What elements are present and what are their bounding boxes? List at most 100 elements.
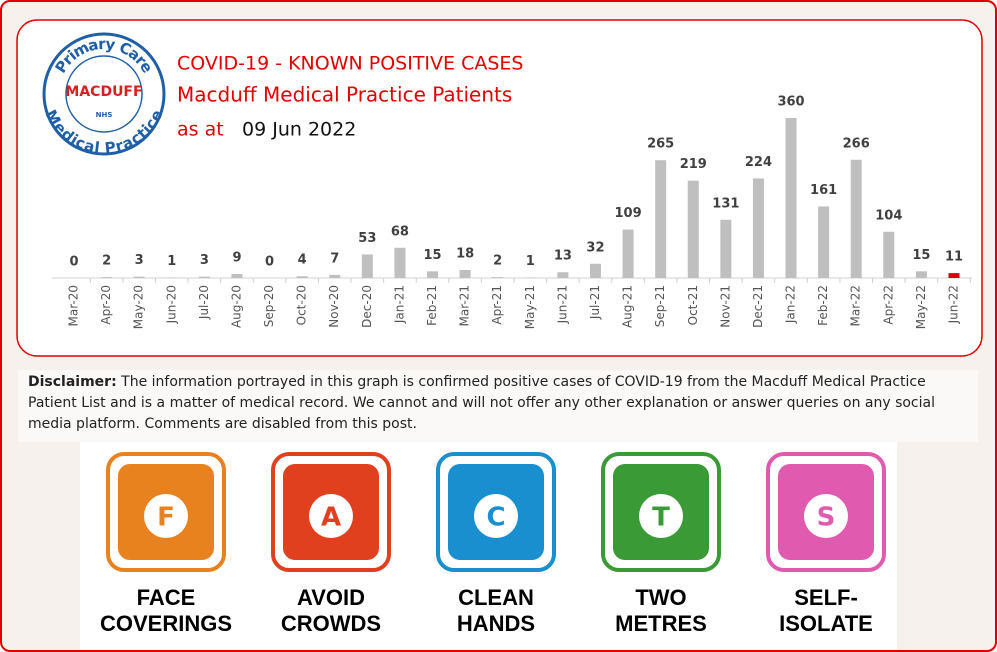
x-tick-label: Apr-22 [881,285,895,325]
date-prefix: as at [177,119,224,141]
bar [720,219,732,278]
x-tick-label: Mar-21 [458,285,472,326]
value-label: 2 [102,254,111,269]
value-label: 161 [810,183,837,198]
value-label: 15 [423,248,441,263]
bar [133,276,145,278]
icon-label: AVOID [297,585,365,610]
value-label: 15 [912,248,930,263]
bar [883,231,895,278]
value-label: 4 [298,253,307,268]
bar [231,274,243,278]
value-label: 0 [265,255,274,270]
icon-badge [309,494,353,538]
bar [655,160,667,278]
logo-inner [65,55,143,133]
bar [394,247,406,278]
bar [915,271,927,278]
x-tick-label: Jun-21 [555,285,569,324]
x-tick-label: Sep-20 [262,285,276,327]
bar [850,159,862,278]
value-label: 68 [391,224,409,239]
bar [687,180,699,278]
value-label: 13 [554,249,572,264]
bar [459,270,471,278]
value-label: 224 [745,155,772,170]
x-tick-label: Aug-20 [229,285,243,328]
date: 09 Jun 2022 [242,119,356,141]
value-label: 7 [330,251,339,266]
bar [101,277,113,278]
x-tick-label: Jun-22 [947,285,961,324]
icon-label: COVERINGS [100,611,232,636]
x-tick-label: May-22 [914,285,928,329]
bar [818,206,830,278]
icon-label: ISOLATE [779,611,873,636]
bar [198,276,210,278]
x-tick-label: Sep-21 [653,285,667,327]
x-tick-label: Dec-21 [751,285,765,328]
x-tick-label: Nov-21 [718,285,732,328]
value-label: 53 [358,231,376,246]
value-label: 32 [586,240,604,255]
logo-middle: MACDUFF [65,84,142,100]
x-tick-label: Jan-22 [784,285,798,324]
value-label: 1 [526,254,535,269]
icon-label: SELF- [794,585,858,610]
bar [329,274,341,278]
icon-badge [639,494,683,538]
value-label: 18 [456,247,474,262]
x-tick-label: Nov-20 [327,285,341,328]
x-tick-label: Jan-21 [392,285,406,324]
x-tick-label: Dec-20 [360,285,374,328]
value-label: 3 [200,253,209,268]
value-label: 3 [135,253,144,268]
bar [361,254,373,278]
icon-letter: C [486,503,505,533]
value-label: 9 [232,251,241,266]
x-tick-label: Oct-20 [295,285,309,325]
x-tick-label: May-20 [132,285,146,329]
icon-letter: S [817,503,836,533]
icon-letter: F [157,503,175,533]
x-tick-label: Mar-22 [849,285,863,326]
icon-letter: A [321,503,341,533]
logo-ring [42,32,166,156]
x-tick-label: Feb-21 [425,285,439,326]
icon-label: METRES [615,611,707,636]
value-label: 266 [843,136,870,151]
icon-badge [804,494,848,538]
value-label: 131 [712,196,739,211]
bar [427,271,439,278]
value-label: 11 [945,250,963,265]
x-tick-label: Jul-21 [588,285,602,320]
x-tick-label: Apr-20 [99,285,113,325]
x-tick-label: Oct-21 [686,285,700,325]
bar [948,273,960,278]
x-tick-label: Jul-20 [197,285,211,320]
value-label: 360 [777,95,804,110]
icon-letter: T [652,503,670,533]
value-label: 104 [875,208,902,223]
logo-badge: NHS [96,111,113,119]
x-tick-label: Mar-20 [67,285,81,326]
x-tick-label: Aug-21 [621,285,635,328]
chart-subtitle: Macduff Medical Practice Patients [177,83,512,107]
icon-badge [474,494,518,538]
bar [589,263,601,278]
value-label: 265 [647,137,674,152]
bar [296,276,308,278]
bar [557,272,569,278]
icon-label: CROWDS [281,611,381,636]
bar [622,229,634,278]
icon-badge [144,494,188,538]
disclaimer-label: Disclaimer: [28,374,117,390]
x-tick-label: May-21 [523,285,537,329]
chart-title: COVID-19 - KNOWN POSITIVE CASES [177,53,523,75]
bar [752,178,764,278]
value-label: 109 [615,206,642,221]
disclaimer: Disclaimer: The information portrayed in… [18,370,978,442]
icon-label: TWO [635,585,686,610]
x-tick-label: Jun-20 [164,285,178,324]
